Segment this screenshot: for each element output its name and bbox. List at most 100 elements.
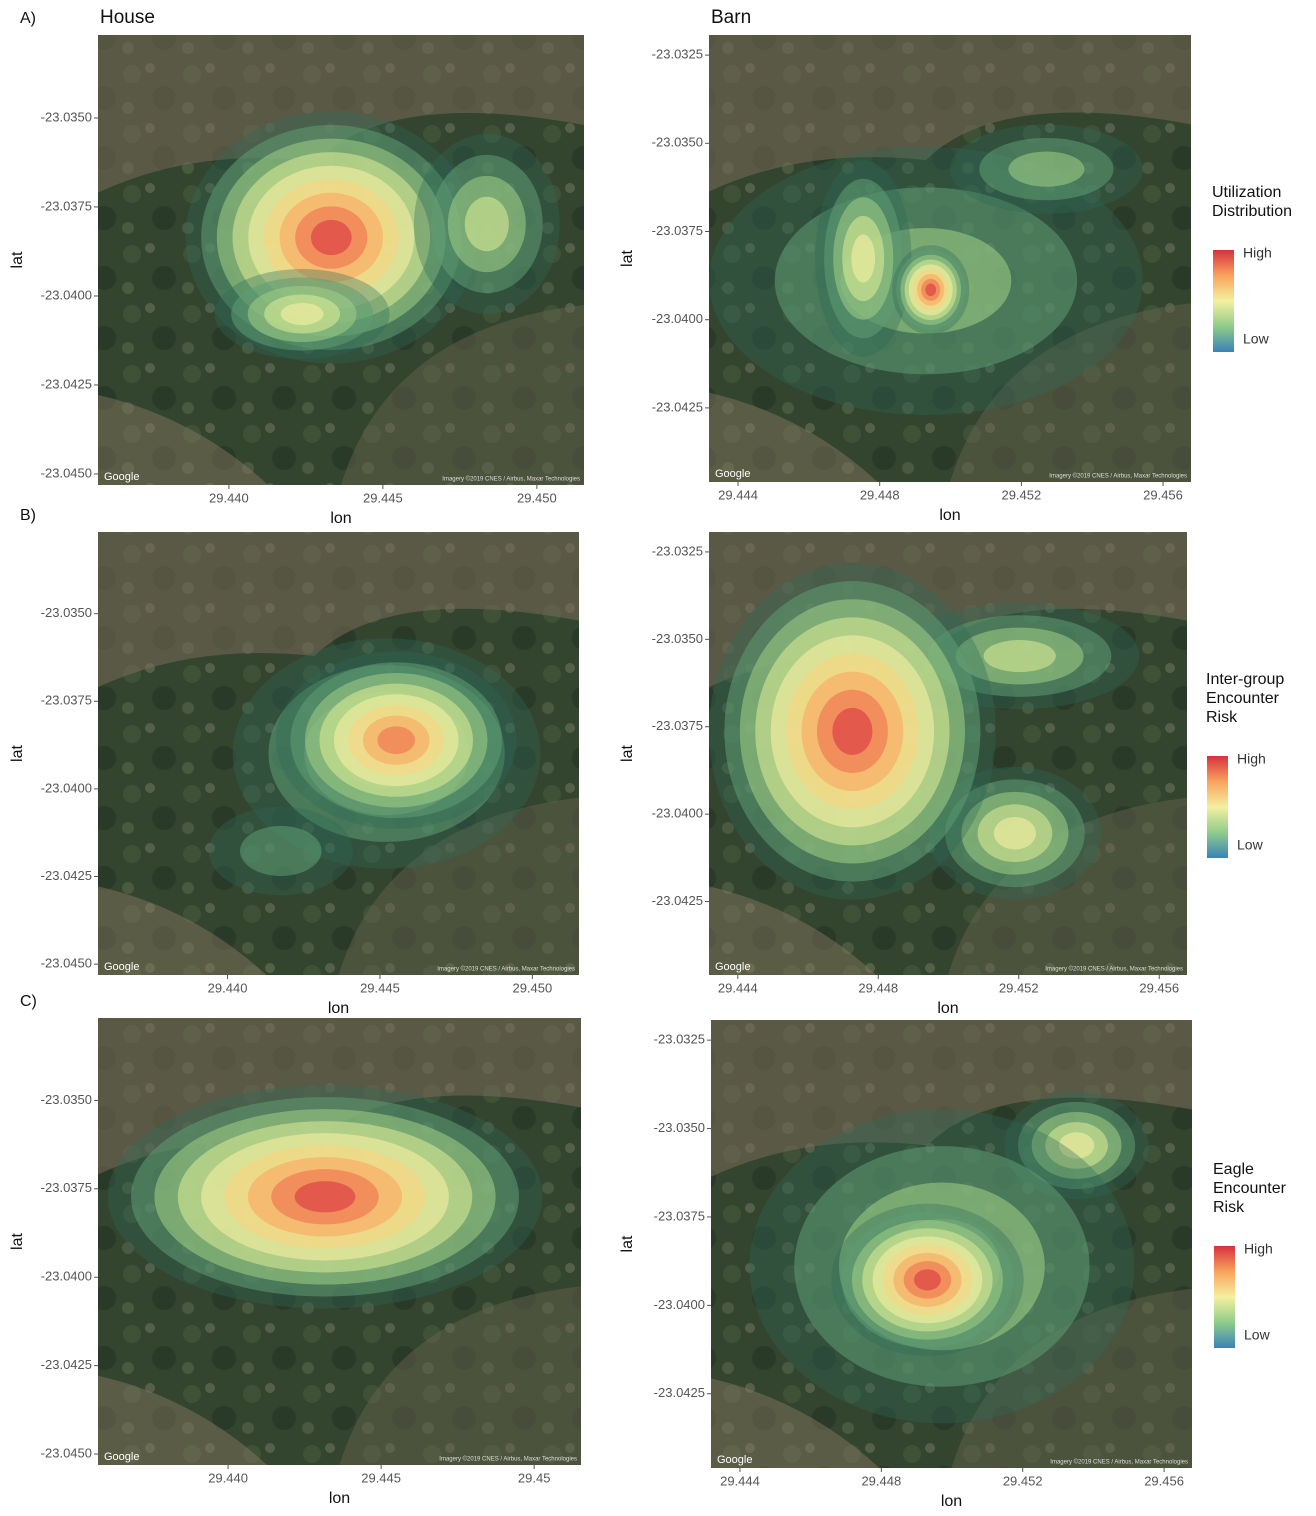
map-panel: Google Imagery ©2019 CNES / Airbus, Maxar… [9,507,579,1017]
y-tick-label: -23.0325 [652,47,703,62]
x-tick-label: 29.445 [363,490,403,505]
legend-colorbar [1213,250,1234,352]
y-tick-label: -23.0425 [654,1385,705,1400]
legend-title: Eagle [1213,1161,1254,1178]
x-axis-label: lon [330,510,351,527]
y-tick-label: -23.0375 [652,223,703,238]
x-tick-label: 29.444 [720,1473,760,1488]
legend-colorbar [1207,756,1228,858]
y-axis-label: lat [619,250,636,267]
y-tick-label: -23.0375 [652,718,703,733]
y-tick-label: -23.0425 [41,1357,92,1372]
x-tick-label: 29.45 [518,1470,551,1485]
y-tick-label: -23.0350 [654,1120,705,1135]
x-tick-label: 29.456 [1139,980,1179,995]
legend-title: Encounter [1213,1180,1287,1197]
x-axis-label: lon [937,1000,958,1017]
density-contour [377,726,415,754]
y-tick-label: -23.0350 [41,605,92,620]
attribution: Google [715,961,750,973]
imagery-credit: Imagery ©2019 CNES / Airbus, Maxar Techn… [437,966,575,973]
x-tick-label: 29.444 [718,487,758,502]
map-panel: GoogleImagery ©2019 CNES / Airbus, Maxar… [9,7,584,527]
y-tick-label: -23.0375 [41,198,92,213]
attribution: Google [104,1451,139,1463]
density-contour [240,826,322,876]
y-tick-label: -23.0425 [652,893,703,908]
legend-low: Low [1237,837,1264,853]
y-tick-label: -23.0450 [41,956,92,971]
y-tick-label: -23.0375 [41,1180,92,1195]
legend: Inter-group Encounter Risk High Low [1206,671,1284,858]
density-contour [1008,151,1084,186]
imagery-credit: Imagery ©2019 CNES / Airbus, Maxar Techn… [439,1456,577,1463]
map-panel: Google Imagery ©2019 CNES / Airbus, Maxar… [9,993,581,1507]
y-axis-label: lat [619,1235,636,1252]
y-tick-label: -23.0450 [41,1445,92,1460]
x-axis-label: lon [328,1000,349,1017]
y-tick-label: -23.0325 [654,1032,705,1047]
y-tick-label: -23.0400 [652,311,703,326]
legend-title: Risk [1213,1199,1245,1216]
attribution: Google [717,1454,752,1466]
panel-title: House [100,7,155,28]
x-tick-label: 29.452 [1001,487,1041,502]
y-tick-label: -23.0325 [652,543,703,558]
y-tick-label: -23.0375 [654,1208,705,1223]
x-tick-label: 29.450 [512,980,552,995]
attribution: Google [104,961,139,973]
x-tick-label: 29.448 [860,487,900,502]
y-axis-label: lat [9,1233,26,1250]
page: {"chart_data": [ {"type": "heatmap", "pa… [0,0,1316,1511]
x-tick-label: 29.448 [861,1473,901,1488]
density-contour [832,708,872,755]
imagery-credit: Imagery ©2019 CNES / Airbus, Maxar Techn… [1049,473,1187,480]
density-contour [311,220,352,255]
y-tick-label: -23.0400 [41,780,92,795]
x-tick-label: 29.445 [361,1470,401,1485]
density-contour [281,303,324,325]
density-contour [851,234,875,282]
x-tick-label: 29.440 [208,980,248,995]
x-tick-label: 29.450 [517,490,557,505]
legend: Utilization Distribution High Low [1212,184,1292,352]
imagery-credit: Imagery ©2019 CNES / Airbus, Maxar Techn… [1050,1459,1188,1466]
density-contour [465,197,509,251]
x-axis-label: lon [941,1493,962,1510]
panel-label: C) [20,993,37,1010]
y-axis-label: lat [619,745,636,762]
x-tick-label: 29.440 [208,1470,248,1485]
legend-high: High [1244,1241,1273,1257]
legend-low: Low [1243,331,1270,347]
x-tick-label: 29.444 [718,980,758,995]
density-contour [295,1181,356,1212]
density-contour [994,817,1036,850]
legend-title: Utilization [1212,184,1281,201]
x-tick-label: 29.448 [858,980,898,995]
legend-high: High [1237,751,1266,767]
y-tick-label: -23.0400 [41,287,92,302]
y-tick-label: -23.0400 [652,806,703,821]
attribution: Google [104,471,139,483]
legend-title: Encounter [1206,690,1280,707]
legend-title: Inter-group [1206,671,1284,688]
y-tick-label: -23.0425 [41,868,92,883]
x-axis-label: lon [329,1490,350,1507]
x-axis-label: lon [939,507,960,524]
x-tick-label: 29.456 [1144,1473,1184,1488]
x-tick-label: 29.445 [360,980,400,995]
y-tick-label: -23.0350 [652,135,703,150]
density-contour [984,640,1056,672]
panel-label: B) [20,507,36,524]
y-tick-label: -23.0350 [41,109,92,124]
legend-title: Distribution [1212,203,1292,220]
legend-title: Risk [1206,709,1238,726]
map-panel: Google Imagery ©2019 CNES / Airbus, Maxar… [619,1020,1286,1510]
y-tick-label: -23.0400 [41,1269,92,1284]
y-axis-label: lat [9,251,26,268]
y-tick-label: -23.0425 [652,399,703,414]
panel-label: A) [20,10,36,27]
legend-high: High [1243,245,1272,261]
density-layer [108,1085,543,1309]
